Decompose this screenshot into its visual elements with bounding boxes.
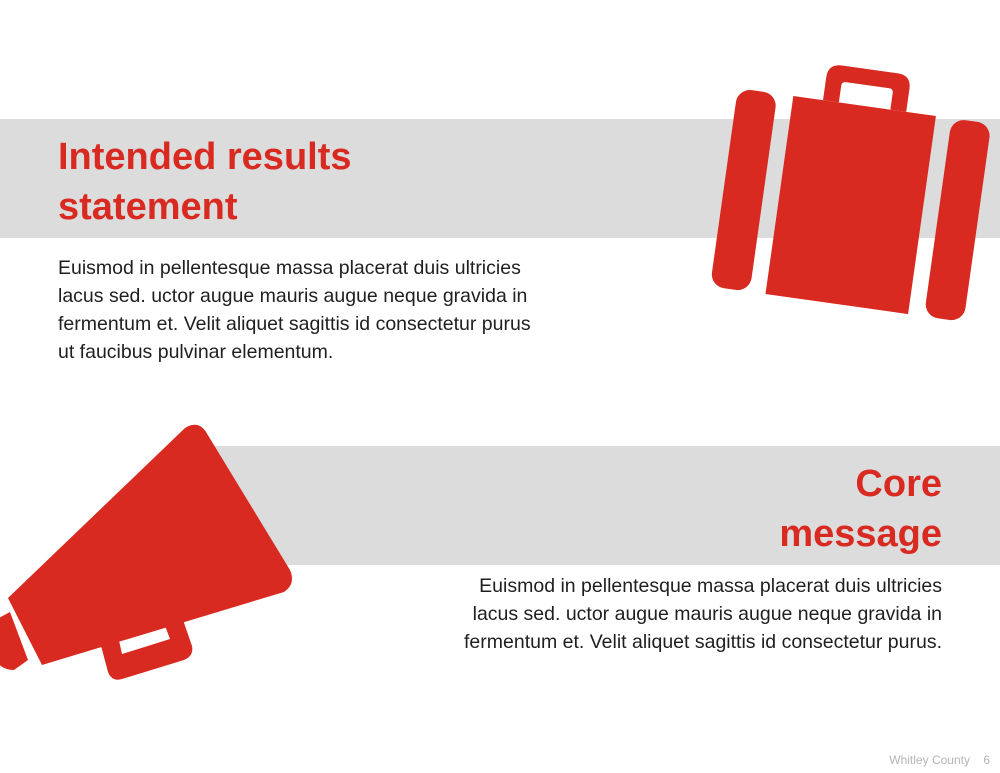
title-line: Core <box>855 463 942 505</box>
section-body-core-message: Euismod in pellentesque massa placerat d… <box>382 572 942 656</box>
body-line: ut faucibus pulvinar elementum. <box>58 341 334 363</box>
body-line: lacus sed. uctor augue mauris augue nequ… <box>58 285 528 307</box>
page-number: 6 <box>983 753 990 767</box>
section-title-core-message: Core message <box>442 459 942 559</box>
megaphone-icon <box>0 424 292 680</box>
body-line: fermentum et. Velit aliquet sagittis id … <box>464 631 942 653</box>
title-line: message <box>779 513 942 555</box>
body-line: Euismod in pellentesque massa placerat d… <box>479 575 942 597</box>
title-line: Intended results <box>58 136 352 178</box>
body-line: fermentum et. Velit aliquet sagittis id … <box>58 313 531 335</box>
header-band-bottom <box>200 446 1000 565</box>
title-line: statement <box>58 186 238 228</box>
body-line: Euismod in pellentesque massa placerat d… <box>58 257 521 279</box>
section-body-intended-results: Euismod in pellentesque massa placerat d… <box>58 254 618 366</box>
section-title-intended-results: Intended results statement <box>58 132 658 232</box>
footer-org: Whitley County <box>889 753 970 767</box>
suitcase-icon <box>711 65 990 321</box>
body-line: lacus sed. uctor augue mauris augue nequ… <box>472 603 942 625</box>
page-footer: Whitley County 6 <box>879 753 990 767</box>
